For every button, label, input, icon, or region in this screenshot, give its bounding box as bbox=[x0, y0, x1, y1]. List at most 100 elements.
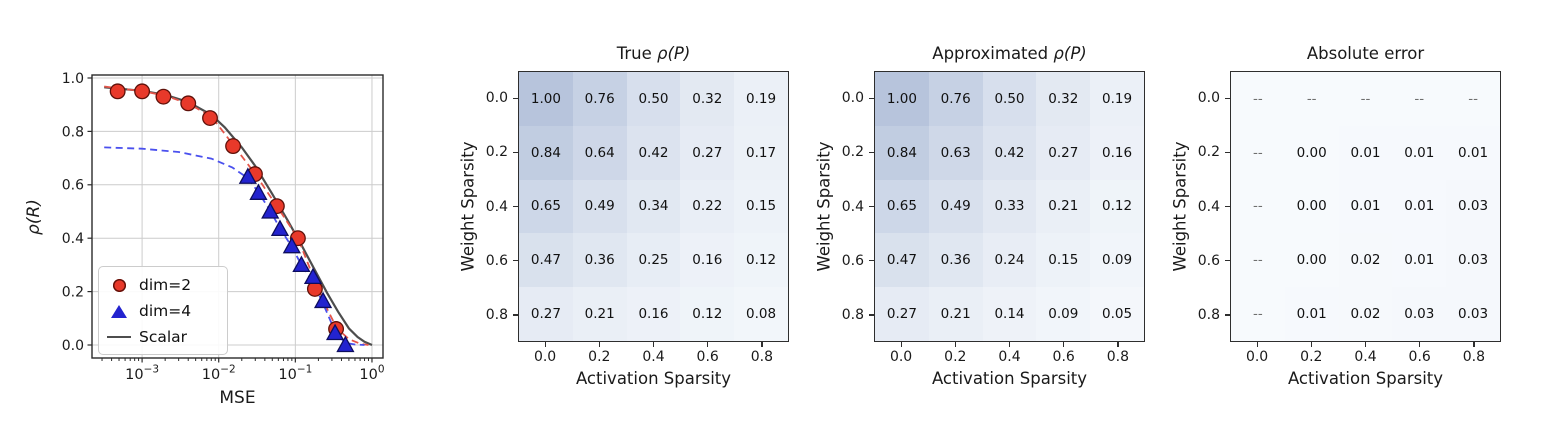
heatmap-x-tick-label: 0.8 bbox=[1106, 349, 1130, 365]
heatmap-x-tick bbox=[707, 342, 709, 347]
heatmap-cell: -- bbox=[1231, 125, 1285, 180]
x-axis-label: MSE bbox=[219, 388, 256, 408]
heatmap-y-tick bbox=[513, 260, 518, 262]
heatmap-x-tick bbox=[761, 342, 763, 347]
heatmap-cell: -- bbox=[1338, 72, 1393, 126]
heatmap-x-tick bbox=[1310, 342, 1312, 347]
heatmap-cell: 0.01 bbox=[1392, 179, 1447, 234]
scalar-line-icon bbox=[99, 335, 139, 339]
heatmap-y-tick-label: 0.4 bbox=[1197, 198, 1220, 215]
heatmap-x-tick-label: 0.6 bbox=[1408, 349, 1431, 365]
heatmap-x-tick bbox=[1364, 342, 1367, 347]
heatmap-title: Absolute error bbox=[1230, 44, 1501, 63]
heatmap-x-tick bbox=[544, 342, 546, 347]
heatmap-cell: 0.12 bbox=[1090, 179, 1144, 234]
heatmap-x-tick-label: 0.4 bbox=[642, 349, 665, 365]
heatmap-y-tick bbox=[513, 314, 518, 316]
heatmap-x-tick-label: 0.4 bbox=[1354, 349, 1377, 365]
heatmap-cell: -- bbox=[1231, 72, 1285, 126]
heatmap-cell: 0.00 bbox=[1284, 233, 1339, 288]
heatmap-cell: 0.33 bbox=[982, 179, 1037, 234]
heatmap-cell: 0.03 bbox=[1392, 287, 1447, 341]
heatmap-cell: 0.08 bbox=[734, 287, 788, 341]
dim2-data-point bbox=[109, 83, 126, 100]
heatmap-cell: 0.19 bbox=[1090, 72, 1144, 126]
y-axis-label: ρ(R) bbox=[20, 75, 48, 358]
heatmap-cell: 0.50 bbox=[626, 72, 681, 126]
dim2-data-point bbox=[155, 88, 172, 105]
heatmap-x-tick bbox=[1256, 342, 1258, 347]
heatmap-y-tick bbox=[1225, 260, 1230, 262]
heatmap-cell: 0.34 bbox=[626, 179, 681, 234]
heatmap-cell: 0.49 bbox=[572, 179, 627, 234]
heatmap-grid: 1.00 0.76 0.50 0.32 0.19 0.84 0.63 0.42 0.27 0.16… bbox=[874, 71, 1145, 342]
heatmap-cell: 0.22 bbox=[680, 179, 735, 234]
heatmap-cell: 0.27 bbox=[519, 287, 573, 341]
x-tick-label: 100 bbox=[359, 364, 384, 384]
heatmap-cell: 0.36 bbox=[572, 233, 627, 288]
heatmap-x-tick bbox=[1419, 342, 1421, 347]
heatmap-cell: 0.01 bbox=[1392, 125, 1447, 180]
heatmap-cell: 0.02 bbox=[1338, 287, 1393, 341]
heatmap-x-tick bbox=[1008, 342, 1011, 347]
heatmap-cell: 0.42 bbox=[982, 125, 1037, 180]
heatmap-x-tick-label: 0.8 bbox=[750, 349, 774, 365]
heatmap-cell: 0.01 bbox=[1338, 125, 1393, 180]
dim4-data-point bbox=[313, 291, 333, 309]
heatmap-cell: 0.03 bbox=[1446, 233, 1500, 288]
heatmap-cell: 0.84 bbox=[875, 125, 929, 180]
heatmap-cell: 0.16 bbox=[680, 233, 735, 288]
heatmap-y-tick-label: 0.6 bbox=[1197, 252, 1220, 269]
dim4-data-point bbox=[270, 219, 290, 236]
heatmap-cell: 0.27 bbox=[875, 287, 929, 341]
legend: dim=2 dim=4 Scalar bbox=[98, 266, 228, 355]
heatmap-cell: 0.16 bbox=[1090, 125, 1144, 180]
heatmap-y-tick-label: 0.4 bbox=[841, 198, 864, 215]
heatmap-y-tick bbox=[869, 260, 874, 262]
heatmap-title: True ρ(P) bbox=[518, 44, 789, 63]
activation-sparsity-label: Activation Sparsity bbox=[575, 369, 732, 388]
heatmap-approximated-rho: Approximated ρ(P) Weight Sparsity 1.00 0.… bbox=[815, 0, 1145, 444]
legend-item-scalar: Scalar bbox=[99, 324, 227, 350]
heatmap-cell: 0.14 bbox=[982, 287, 1037, 341]
plot-border bbox=[91, 74, 384, 359]
legend-label-dim4: dim=4 bbox=[139, 302, 192, 320]
heatmap-y-tick bbox=[513, 97, 518, 99]
heatmap-cell: 0.00 bbox=[1284, 125, 1339, 180]
heatmap-x-tick-label: 0.2 bbox=[588, 349, 611, 365]
heatmap-y-tick-label: 0.2 bbox=[1197, 144, 1220, 161]
heatmap-x-tick-label: 0.0 bbox=[1245, 349, 1269, 365]
mse-line-chart: 10−3 10−2 10−1 100 0.0 0.2 0.4 0.6 0.8 1.0 bbox=[62, 71, 385, 384]
heatmap-cell: 0.25 bbox=[626, 233, 681, 288]
heatmap-y-tick-label: 0.0 bbox=[841, 90, 864, 107]
heatmap-y-tick-label: 0.0 bbox=[1197, 90, 1220, 107]
activation-sparsity-label: Activation Sparsity bbox=[1287, 369, 1444, 388]
dim4-data-point bbox=[303, 267, 323, 285]
heatmap-y-tick-label: 0.6 bbox=[841, 252, 864, 269]
heatmap-cell: 0.09 bbox=[1036, 287, 1091, 341]
heatmap-cell: 0.01 bbox=[1284, 287, 1339, 341]
heatmap-y-tick bbox=[513, 205, 518, 208]
dim2-data-point bbox=[134, 83, 151, 100]
heatmap-y-tick bbox=[869, 314, 874, 316]
heatmap-x-tick bbox=[1473, 342, 1475, 347]
heatmap-cell: 0.16 bbox=[626, 287, 681, 341]
legend-item-dim2: dim=2 bbox=[99, 272, 227, 298]
heatmap-cell: 0.76 bbox=[572, 72, 627, 126]
heatmap-grid: 1.00 0.76 0.50 0.32 0.19 0.84 0.64 0.42 0.27 0.17… bbox=[518, 71, 789, 342]
heatmap-x-tick bbox=[900, 342, 902, 347]
heatmap-x-tick-label: 0.8 bbox=[1462, 349, 1486, 365]
heatmap-cell: -- bbox=[1231, 287, 1285, 341]
legend-label-dim2: dim=2 bbox=[139, 276, 192, 294]
x-tick-label: 10−2 bbox=[202, 364, 236, 384]
heatmap-x-tick-label: 0.6 bbox=[1052, 349, 1075, 365]
heatmap-cell: 0.36 bbox=[928, 233, 983, 288]
dim4-data-point bbox=[238, 167, 257, 184]
heatmap-y-tick bbox=[1225, 151, 1230, 153]
heatmap-title-symbol: ρ(P) bbox=[1053, 44, 1087, 63]
heatmap-x-tick-label: 0.2 bbox=[1300, 349, 1323, 365]
y-tick-label: 0.8 bbox=[62, 124, 84, 140]
dim2-circle-marker-icon bbox=[99, 278, 139, 292]
dim4-data-point bbox=[336, 335, 355, 353]
